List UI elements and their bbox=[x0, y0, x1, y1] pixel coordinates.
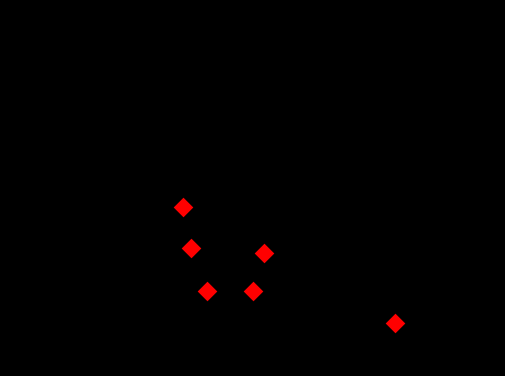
Point bbox=[203, 288, 211, 294]
Point bbox=[179, 204, 187, 210]
Point bbox=[390, 320, 398, 326]
Point bbox=[186, 245, 194, 251]
Point bbox=[260, 250, 268, 256]
Point bbox=[248, 288, 257, 294]
